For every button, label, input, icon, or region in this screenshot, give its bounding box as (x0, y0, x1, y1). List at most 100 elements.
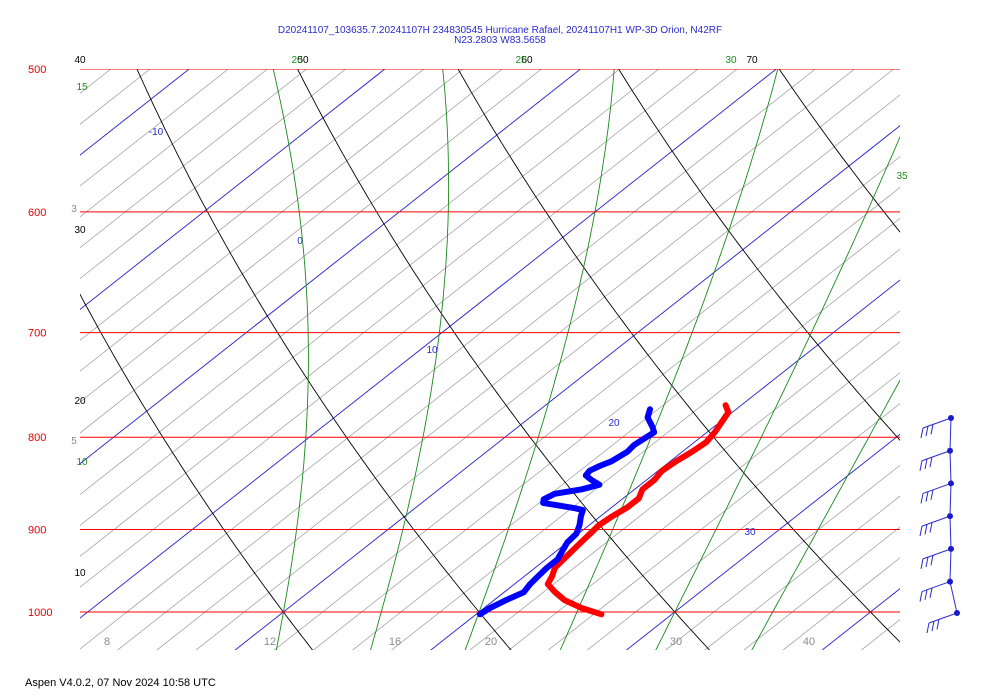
pressure-tick-label: 500 (28, 64, 46, 76)
wind-barb-point (948, 415, 954, 421)
mixing-ratio-label: 3 (71, 204, 77, 215)
dry-adiabat-line (457, 69, 900, 643)
dry-adiabat-label: 60 (521, 55, 533, 66)
wind-barb-feather (924, 524, 928, 535)
dry-adiabat-line (778, 69, 900, 233)
wind-barb (920, 545, 954, 569)
wind-barb-staff (922, 417, 952, 429)
wind-barb-feather (929, 457, 933, 468)
pressure-tick-label: 1000 (28, 607, 52, 619)
isotherm-line (391, 248, 900, 650)
isotherm-line (80, 69, 151, 125)
wind-barb-feather (930, 555, 934, 566)
moist-adiabat-label: 10 (76, 457, 88, 468)
isotherm-line (547, 372, 900, 650)
wind-barb-feather (930, 424, 934, 435)
pressure-tick-label: 600 (28, 207, 46, 219)
isotherm-line (352, 217, 900, 650)
isotherm-line (80, 69, 621, 496)
wind-barb-staff (922, 482, 952, 494)
isotherm-line (156, 69, 895, 650)
temperature-tick-label: 12 (264, 636, 276, 648)
dry-adiabat-label: 10 (74, 568, 86, 579)
dry-adiabat-label: 20 (74, 396, 86, 407)
isotherm-line (430, 279, 900, 650)
wind-barb (920, 415, 954, 439)
moist-adiabat-line (370, 69, 450, 650)
wind-barb-feather (924, 458, 928, 470)
isotherm-line (80, 69, 269, 218)
wind-barb-feather (920, 493, 924, 504)
wind-barb-feather (924, 589, 928, 600)
label-layer: 500 600 700 800 900 1000 8 12 16 20 30 40 -10 0 10 20 30… (28, 55, 908, 648)
wind-barbs (919, 415, 960, 634)
isotherm-line (430, 279, 900, 650)
wind-barb-feather (919, 591, 923, 602)
dry-adiabat-label: 50 (297, 55, 309, 66)
temperature-tick-label: 16 (389, 636, 401, 648)
wind-barb-feather (926, 622, 930, 634)
wind-barb-staff (921, 581, 951, 593)
isotherm-line (80, 69, 386, 310)
isotherm-label: 20 (608, 418, 620, 429)
dry-adiabat-label: 30 (74, 225, 86, 236)
moist-adiabat-label: 15 (76, 82, 88, 93)
wind-barb-feather (925, 491, 929, 502)
isotherm-line (0, 53, 53, 650)
wind-barb-staff (928, 612, 958, 624)
isotherm-line (80, 69, 738, 588)
isotherm-line (80, 69, 699, 557)
dry-adiabat-line (618, 69, 900, 441)
wind-barb-feather (929, 522, 933, 533)
isotherm-line (0, 53, 92, 650)
dry-adiabat-label: 40 (74, 55, 86, 66)
isotherm-line (979, 53, 1000, 650)
isotherm-line (940, 53, 1000, 650)
wind-barb-staff (922, 548, 952, 560)
isotherm-line (80, 69, 777, 619)
isotherm-line (80, 69, 503, 403)
dry-adiabat-line (296, 69, 710, 650)
isotherm-line (586, 403, 900, 650)
wind-barb-feather (930, 489, 934, 500)
moist-adiabat-line (272, 69, 309, 650)
dry-adiabat-line (80, 293, 314, 650)
temperature-tick-label: 8 (104, 636, 110, 648)
isotherm-line (0, 53, 14, 650)
isotherm-line (80, 69, 464, 372)
temperature-tick-label: 40 (803, 636, 815, 648)
pressure-tick-label: 700 (28, 328, 46, 340)
wind-barb (919, 578, 953, 602)
wind-barb-feather (936, 619, 940, 630)
isotherm-line (80, 69, 229, 187)
isotherm-line (469, 310, 900, 650)
moist-adiabat-line (751, 379, 900, 650)
isotherm-line (80, 69, 816, 650)
wind-barb-point (954, 610, 960, 616)
isotherm-line (80, 69, 190, 156)
moist-adiabat-line (655, 135, 900, 650)
isotherm-line (80, 69, 347, 280)
wind-barb-feather (929, 587, 933, 599)
pressure-tick-label: 800 (28, 432, 46, 444)
isotherm-line (273, 156, 900, 650)
isotherm-label: -10 (149, 127, 164, 138)
moist-adiabat-line (559, 69, 779, 650)
chart-subtitle: N23.2803 W83.5658 (454, 35, 546, 46)
grid-layer (0, 53, 1000, 650)
isotherm-line (312, 187, 900, 650)
pressure-tick-label: 900 (28, 524, 46, 536)
moist-adiabat-label: 35 (896, 171, 908, 182)
wind-barb-point (948, 545, 954, 552)
isotherm-line (80, 69, 425, 341)
wind-barb-feather (920, 427, 924, 439)
wind-barb-point (948, 480, 954, 487)
moist-adiabat-label: 20 (291, 55, 303, 66)
chart-title: D20241107_103635.7.20241107H 234830545 H… (277, 25, 723, 36)
moist-adiabat-line (464, 69, 615, 650)
wind-barb-feather (925, 426, 929, 437)
wind-barb (920, 480, 954, 504)
isotherm-line (80, 69, 308, 249)
isotherm-line (626, 433, 900, 650)
wind-barb-feather (920, 558, 924, 569)
